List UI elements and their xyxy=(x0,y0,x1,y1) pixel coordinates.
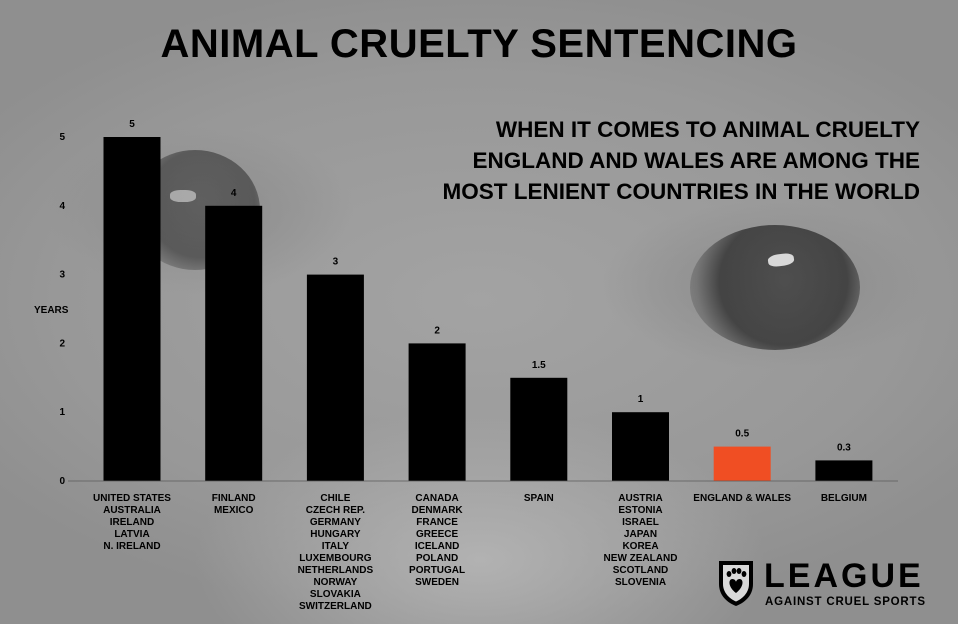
category-country-label: AUSTRALIA xyxy=(103,505,161,516)
bar-value-label: 1.5 xyxy=(532,360,546,371)
bar xyxy=(205,205,263,482)
bar xyxy=(408,343,466,481)
y-tick-label: 5 xyxy=(59,132,65,143)
subtitle: WHEN IT COMES TO ANIMAL CRUELTY ENGLAND … xyxy=(360,114,921,207)
category-country-label: LATVIA xyxy=(114,529,150,540)
category-country-label: N. IRELAND xyxy=(103,541,161,552)
category-label: FINLAND MEXICO xyxy=(179,493,289,517)
category-country-label: ITALY xyxy=(321,541,349,552)
category-label: BELGIUM xyxy=(789,493,899,505)
subtitle-line: MOST LENIENT COUNTRIES IN THE WORLD xyxy=(442,179,921,204)
category-country-label: ENGLAND & WALES xyxy=(693,493,792,504)
category-country-label: KOREA xyxy=(622,541,659,552)
category-country-label: FRANCE xyxy=(416,517,458,528)
category-country-label: CHILE xyxy=(320,493,351,504)
category-label: AUSTRIA ESTONIA ISRAEL JAPAN KOREA NEW ZEALAN… xyxy=(586,493,696,589)
subtitle-line: ENGLAND AND WALES ARE AMONG THE xyxy=(472,148,921,173)
category-country-label: JAPAN xyxy=(623,529,658,540)
subtitle-line: WHEN IT COMES TO ANIMAL CRUELTY xyxy=(495,117,920,142)
bar xyxy=(306,274,364,481)
category-country-label: AUSTRIA xyxy=(618,493,663,504)
category-country-label: SLOVENIA xyxy=(614,577,667,588)
y-tick-label: 4 xyxy=(59,201,65,212)
bar-value-label: 0.3 xyxy=(837,442,851,453)
category-label: CHILE CZECH REP. GERMANY HUNGARY ITALY LUXEMB… xyxy=(280,493,390,613)
category-country-label: NORWAY xyxy=(313,577,358,588)
category-country-label: NEW ZEALAND xyxy=(603,553,678,564)
bar xyxy=(510,377,568,481)
category-country-label: NETHERLANDS xyxy=(297,565,374,576)
category-country-label: MEXICO xyxy=(213,505,254,516)
bar xyxy=(103,137,161,481)
bar-value-label: 0.5 xyxy=(735,429,749,440)
category-country-label: HUNGARY xyxy=(310,529,361,540)
bars xyxy=(103,137,873,482)
category-country-label: ESTONIA xyxy=(618,505,663,516)
y-tick-label: 2 xyxy=(59,338,65,349)
category-country-label: PORTUGAL xyxy=(409,565,466,576)
background-eye-glint xyxy=(170,190,196,202)
category-country-label: ICELAND xyxy=(414,541,460,552)
background-eye-right xyxy=(690,225,860,350)
category-label: ENGLAND & WALES xyxy=(687,493,797,505)
category-country-label: DENMARK xyxy=(411,505,463,516)
category-country-label: SCOTLAND xyxy=(612,565,669,576)
category-label: CANADA DENMARK FRANCE GREECE ICELAND POLAND PO… xyxy=(382,493,492,589)
category-country-label: IRELAND xyxy=(109,517,155,528)
page-title: ANIMAL CRUELTY SENTENCING xyxy=(160,22,798,66)
category-country-label: GREECE xyxy=(415,529,459,540)
category-country-label: SLOVAKIA xyxy=(309,589,361,600)
category-country-label: LUXEMBOURG xyxy=(299,553,372,564)
category-country-label: POLAND xyxy=(415,553,459,564)
category-country-label: ISRAEL xyxy=(622,517,659,528)
y-tick-label: 0 xyxy=(59,476,65,487)
category-country-label: SWITZERLAND xyxy=(299,601,372,612)
paw-heart-shield-icon xyxy=(719,561,753,606)
bar-value-label: 5 xyxy=(129,119,135,130)
y-axis-label: YEARS xyxy=(34,305,69,316)
bar-value-label: 2 xyxy=(434,325,440,336)
league-logo: LEAGUE AGAINST CRUEL SPORTS xyxy=(716,558,926,614)
category-country-label: CANADA xyxy=(415,493,459,504)
category-country-label: CZECH REP. xyxy=(305,505,366,516)
category-country-label: SWEDEN xyxy=(415,577,460,588)
bar-value-label: 3 xyxy=(333,257,339,268)
bar-value-label: 4 xyxy=(231,188,237,199)
y-axis: 0 1 2 3 4 5 xyxy=(59,132,65,487)
category-country-label: BELGIUM xyxy=(820,493,867,504)
y-tick-label: 1 xyxy=(59,407,65,418)
y-tick-label: 3 xyxy=(59,270,65,281)
category-label: SPAIN xyxy=(484,493,594,505)
bar-value-labels: 5 4 3 2 1.5 1 0.5 0.3 xyxy=(129,119,851,453)
bar xyxy=(612,412,669,481)
category-country-label: GERMANY xyxy=(309,517,361,528)
category-label: UNITED STATES AUSTRALIA IRELAND LATVIA N. IR… xyxy=(77,493,187,553)
category-country-label: FINLAND xyxy=(211,493,256,504)
category-country-label: SPAIN xyxy=(523,493,554,504)
logo-tagline: AGAINST CRUEL SPORTS xyxy=(765,596,926,608)
category-country-label: UNITED STATES xyxy=(93,493,171,504)
bar-value-label: 1 xyxy=(638,394,644,405)
bar xyxy=(815,460,873,481)
logo-name: LEAGUE xyxy=(764,557,924,595)
bar xyxy=(713,446,771,481)
